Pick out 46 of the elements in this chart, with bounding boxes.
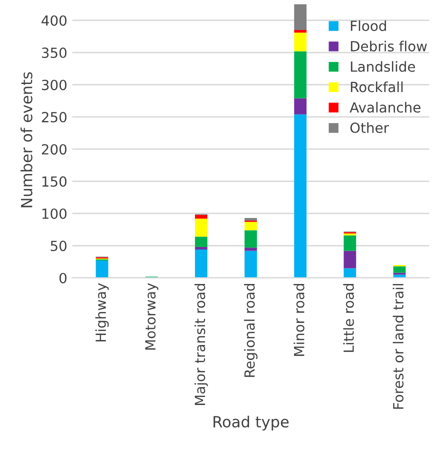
bar [244,222,257,230]
bar [344,250,356,268]
bar [294,114,307,278]
bar [194,250,208,278]
y-tick-label: 250 [42,112,66,122]
x-axis-title: Road type [214,416,289,430]
bar [194,246,208,250]
x-tick-label: Forest or land trail [392,284,404,409]
y-axis-title: Number of events [20,72,32,208]
bar [344,268,356,278]
y-tick-label: 200 [42,144,66,155]
bar [244,230,257,248]
y-tick-label: 150 [42,176,66,187]
x-tick-label: Motorway [145,283,158,350]
bar [244,218,257,221]
bar [393,274,406,278]
bar [393,266,406,273]
legend-label: Debris flow [350,40,427,52]
legend-label: Other [350,122,390,134]
bar [244,248,257,251]
bar [344,235,356,251]
bar [294,4,307,30]
bar [96,260,108,278]
legend-label: Avalanche [350,102,420,113]
y-tick-label: 400 [42,15,66,26]
bar [294,30,307,33]
y-tick-label: 300 [42,80,66,90]
bar [194,214,208,219]
x-tick-label: Regional road [244,284,258,377]
bar [244,250,257,278]
bar [294,51,307,98]
bar [294,32,307,52]
y-tick-label: 100 [42,208,66,219]
bar [194,218,208,237]
legend-label: Rockfall [350,82,403,92]
bar [194,236,208,247]
legend-label: Landslide [350,61,416,72]
x-tick-label: Minor road [294,284,304,356]
bar [294,98,307,114]
legend-label: Flood [350,20,386,32]
x-tick-label: Little road [343,284,354,352]
x-tick-label: Highway [95,283,109,342]
y-tick-label: 0 [59,272,66,284]
y-tick-label: 50 [50,240,66,252]
y-tick-label: 350 [42,48,66,58]
x-tick-label: Major transit road [194,284,208,405]
